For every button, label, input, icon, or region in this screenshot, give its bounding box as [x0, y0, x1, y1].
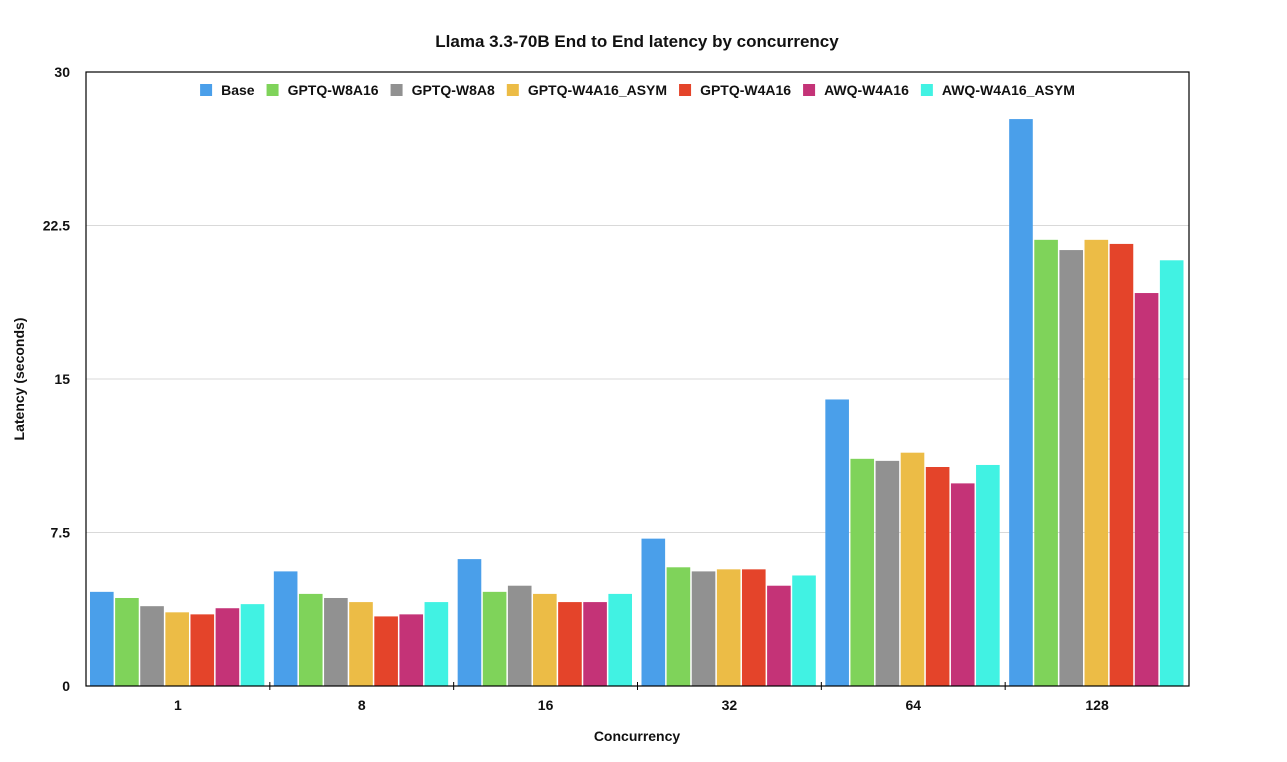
bar-gptq-w8a8-128 [1059, 250, 1084, 686]
bar-gptq-w8a8-8 [324, 597, 348, 686]
bar-base-16 [457, 559, 482, 686]
bar-gptq-w8a8-1 [140, 606, 164, 686]
bar-awq-w4a16-asym-16 [608, 593, 632, 686]
legend-label: Base [221, 82, 255, 98]
legend-item-awq-w4a16: AWQ-W4A16 [803, 82, 909, 98]
y-tick-label: 15 [54, 371, 70, 387]
bar-awq-w4a16-8 [399, 614, 424, 686]
legend-swatch [506, 84, 519, 96]
legend-label: GPTQ-W4A16 [700, 82, 791, 98]
legend-label: AWQ-W4A16_ASYM [942, 82, 1075, 98]
legend-label: GPTQ-W8A8 [412, 82, 495, 98]
bar-awq-w4a16-1 [215, 608, 240, 686]
bar-gptq-w8a16-64 [850, 458, 875, 686]
bar-awq-w4a16-16 [583, 602, 607, 686]
bar-awq-w4a16-asym-128 [1159, 260, 1184, 686]
legend-item-base: Base [200, 82, 255, 98]
bar-base-64 [825, 399, 849, 686]
grid-lines [86, 225, 1189, 533]
chart-title: Llama 3.3-70B End to End latency by conc… [435, 32, 839, 51]
bar-base-1 [90, 591, 114, 686]
bar-gptq-w4a16-asym-1 [165, 612, 189, 686]
legend-swatch [803, 84, 816, 96]
x-axis-label: Concurrency [594, 728, 681, 744]
bar-awq-w4a16-64 [950, 483, 975, 686]
x-tick-labels: 1 8 16 32 64 128 [174, 682, 1109, 713]
x-tick-label: 16 [538, 697, 554, 713]
legend-label: AWQ-W4A16 [824, 82, 909, 98]
bar-awq-w4a16-asym-8 [424, 602, 449, 686]
bar-gptq-w8a8-16 [507, 585, 532, 686]
bar-gptq-w4a16-8 [374, 616, 398, 686]
bar-base-128 [1009, 119, 1033, 686]
bar-awq-w4a16-asym-64 [976, 464, 1000, 686]
legend-swatch [679, 84, 692, 96]
y-tick-label: 0 [62, 678, 70, 694]
y-tick-label: 30 [54, 64, 70, 80]
x-tick-label: 64 [905, 697, 921, 713]
bar-awq-w4a16-asym-32 [792, 575, 816, 686]
x-tick-label: 1 [174, 697, 182, 713]
legend-swatch [200, 84, 213, 96]
bar-gptq-w8a8-64 [875, 460, 900, 686]
bar-awq-w4a16-128 [1134, 293, 1159, 686]
bar-gptq-w4a16-asym-16 [533, 593, 557, 686]
legend-item-gptq-w8a8: GPTQ-W8A8 [390, 82, 495, 98]
y-tick-labels: 0 7.5 15 22.5 30 [43, 64, 70, 694]
bars [90, 119, 1184, 687]
bar-gptq-w4a16-asym-32 [716, 569, 741, 686]
legend-item-gptq-w8a16: GPTQ-W8A16 [266, 82, 379, 98]
legend-swatch [920, 84, 933, 96]
legend-item-gptq-w4a16-asym: GPTQ-W4A16_ASYM [506, 82, 667, 98]
bar-gptq-w4a16-asym-64 [900, 452, 925, 686]
bar-awq-w4a16-32 [767, 585, 791, 686]
legend-label: GPTQ-W4A16_ASYM [528, 82, 667, 98]
y-tick-label: 22.5 [43, 218, 70, 234]
bar-gptq-w4a16-asym-128 [1084, 239, 1109, 686]
bar-gptq-w4a16-16 [558, 602, 582, 686]
legend-swatch [390, 84, 403, 96]
legend-label: GPTQ-W8A16 [288, 82, 379, 98]
x-tick-label: 8 [358, 697, 366, 713]
bar-base-32 [641, 538, 666, 686]
x-tick-label: 128 [1085, 697, 1109, 713]
legend-item-gptq-w4a16: GPTQ-W4A16 [679, 82, 791, 98]
bar-gptq-w8a16-16 [482, 591, 507, 686]
bar-gptq-w4a16-128 [1109, 243, 1134, 687]
bar-gptq-w8a16-8 [298, 593, 323, 686]
bar-gptq-w8a8-32 [691, 571, 716, 686]
y-axis-label: Latency (seconds) [11, 318, 27, 441]
bar-awq-w4a16-asym-1 [240, 604, 265, 686]
legend-item-awq-w4a16-asym: AWQ-W4A16_ASYM [920, 82, 1075, 98]
legend: Base GPTQ-W8A16 GPTQ-W8A8 GPTQ-W4A16_ASYM GP… [200, 82, 1075, 98]
x-tick-label: 32 [722, 697, 738, 713]
bar-gptq-w4a16-1 [190, 614, 215, 686]
bar-base-8 [273, 571, 298, 686]
bar-gptq-w8a16-1 [115, 597, 139, 686]
y-tick-label: 7.5 [51, 525, 71, 541]
bar-gptq-w8a16-128 [1034, 239, 1058, 686]
bar-gptq-w4a16-asym-8 [349, 602, 373, 686]
bar-gptq-w4a16-32 [741, 569, 766, 686]
bar-gptq-w4a16-64 [925, 467, 950, 686]
bar-gptq-w8a16-32 [666, 567, 691, 686]
legend-swatch [266, 84, 279, 96]
